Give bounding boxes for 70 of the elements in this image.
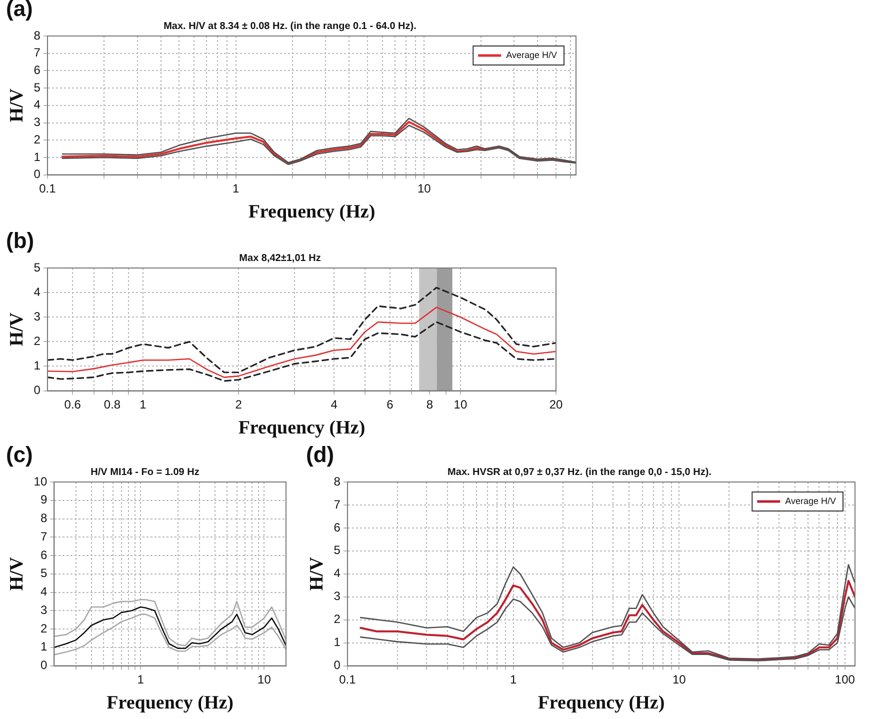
- x-tick-label: 2: [235, 397, 242, 412]
- y-tick-label: 3: [34, 309, 41, 324]
- text: (a): [6, 0, 33, 22]
- y-tick-label: 2: [34, 132, 41, 146]
- y-tick-label: 2: [40, 621, 48, 636]
- y-tick-label: 0: [34, 383, 41, 398]
- y-tick-label: 4: [40, 584, 48, 599]
- y-axis-title: H/V: [306, 556, 328, 591]
- y-tick-label: 5: [34, 260, 41, 274]
- legend-label: Average H/V: [506, 50, 558, 60]
- y-tick-label: 1: [34, 150, 41, 164]
- y-tick-label: 1: [34, 358, 41, 373]
- x-tick-label: 1: [137, 672, 144, 686]
- y-axis-title: H/V: [6, 88, 28, 122]
- y-tick-label: 4: [34, 284, 41, 299]
- x-tick-label: 6: [386, 397, 394, 412]
- y-axis-title: H/V: [6, 312, 28, 346]
- x-tick-label: 20: [549, 397, 563, 412]
- x-tick-label: 1: [140, 397, 147, 412]
- legend-label: Average H/V: [785, 496, 836, 506]
- chart-title: Max. HVSR at 0,97 ± 0,37 Hz. (in the range 0,0 - 15,0 Hz).: [448, 466, 712, 478]
- y-tick-label: 0: [40, 658, 48, 672]
- text: (c): [6, 442, 33, 468]
- y-tick-label: 8: [40, 511, 48, 526]
- y-tick-label: 4: [334, 566, 341, 580]
- y-tick-label: 5: [334, 543, 341, 558]
- text: (d): [306, 442, 334, 468]
- y-tick-label: 1: [334, 635, 341, 650]
- y-tick-label: 7: [40, 529, 48, 544]
- text: (b): [6, 228, 34, 254]
- x-axis-title: Frequency (Hz): [248, 202, 376, 223]
- x-tick-label: 0.8: [104, 397, 121, 412]
- x-tick-label: 10: [672, 672, 686, 686]
- chart-title: H/V MI14 - Fo = 1.09 Hz: [90, 466, 200, 478]
- x-tick-label: 10: [417, 181, 432, 196]
- x-axis-title: Frequency (Hz): [106, 692, 234, 714]
- y-tick-label: 7: [34, 46, 41, 60]
- y-axis-title: H/V: [6, 556, 28, 591]
- x-tick-label: 10: [258, 672, 272, 686]
- y-tick-label: 6: [34, 63, 41, 78]
- chart-title: Max. H/V at 8.34 ± 0.08 Hz. (in the range 0.1 - 64.0 Hz).: [164, 20, 417, 32]
- y-tick-label: 3: [334, 589, 341, 604]
- x-tick-label: 1: [510, 672, 517, 686]
- y-tick-label: 3: [34, 115, 41, 130]
- y-tick-label: 5: [40, 566, 48, 580]
- x-axis-title: Frequency (Hz): [538, 692, 665, 714]
- y-tick-label: 6: [40, 548, 48, 562]
- y-tick-label: 9: [40, 492, 48, 507]
- y-tick-label: 2: [334, 612, 341, 626]
- x-tick-label: 10: [454, 397, 468, 412]
- x-axis-title: Frequency (Hz): [238, 418, 366, 439]
- y-tick-label: 8: [334, 474, 341, 488]
- y-tick-label: 4: [34, 98, 41, 112]
- chart-title: Max 8,42±1,01 Hz: [239, 252, 321, 264]
- x-tick-label: 100: [834, 672, 856, 686]
- x-tick-label: 0.1: [39, 181, 56, 196]
- y-tick-label: 3: [40, 602, 48, 617]
- y-tick-label: 7: [334, 497, 341, 512]
- y-tick-label: 2: [34, 334, 41, 348]
- x-tick-label: 8: [426, 397, 434, 412]
- y-tick-label: 5: [34, 80, 41, 94]
- y-tick-label: 8: [34, 28, 41, 42]
- y-tick-label: 0: [334, 658, 341, 672]
- y-tick-label: 6: [334, 520, 341, 534]
- x-tick-label: 0.6: [64, 397, 82, 412]
- y-tick-label: 10: [34, 474, 48, 488]
- y-tick-label: 0: [34, 167, 41, 182]
- y-tick-label: 1: [40, 640, 48, 654]
- x-tick-label: 0.1: [339, 672, 356, 686]
- x-tick-label: 1: [232, 181, 240, 196]
